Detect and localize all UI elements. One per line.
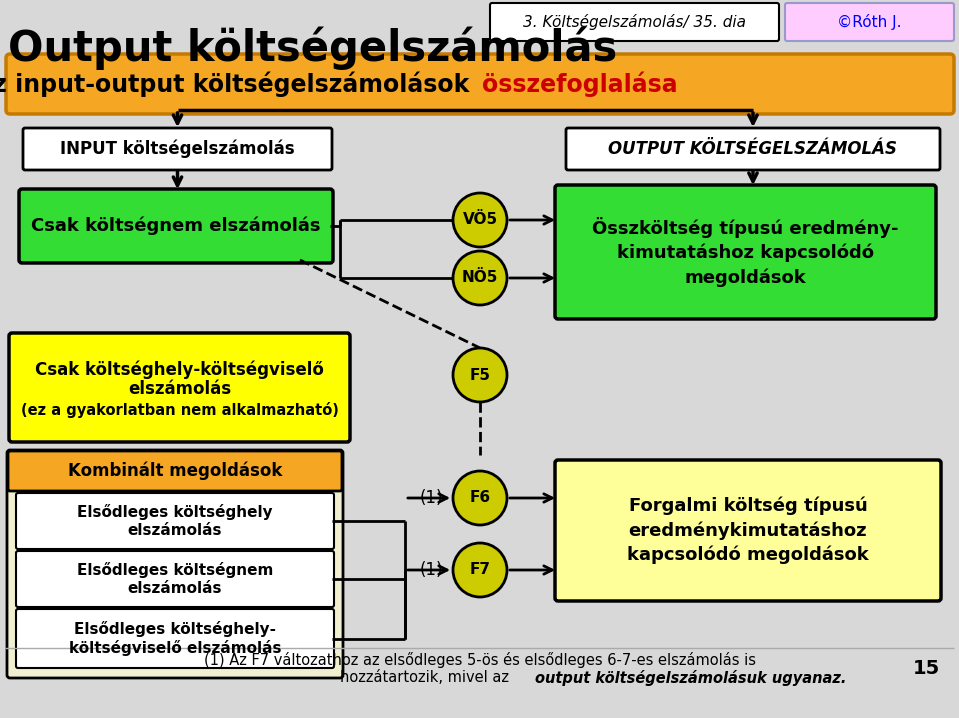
Text: F7: F7 <box>470 562 490 577</box>
FancyBboxPatch shape <box>7 450 343 678</box>
Text: Kombinált megoldások: Kombinált megoldások <box>68 462 282 480</box>
FancyBboxPatch shape <box>19 189 333 263</box>
Text: Csak költséghely-költségviselő: Csak költséghely-költségviselő <box>35 360 324 379</box>
Text: Csak költségnem elszámolás: Csak költségnem elszámolás <box>32 217 320 236</box>
Circle shape <box>453 543 507 597</box>
FancyBboxPatch shape <box>9 333 350 442</box>
Circle shape <box>453 348 507 402</box>
Text: OUTPUT KÖLTSÉGELSZÁMOLÁS: OUTPUT KÖLTSÉGELSZÁMOLÁS <box>609 140 898 158</box>
FancyBboxPatch shape <box>16 551 334 607</box>
FancyBboxPatch shape <box>490 3 779 41</box>
Text: VÖ5: VÖ5 <box>462 213 498 228</box>
FancyBboxPatch shape <box>8 451 342 491</box>
FancyBboxPatch shape <box>785 3 954 41</box>
FancyBboxPatch shape <box>555 185 936 319</box>
Text: Forgalmi költség típusú
eredménykimutatáshoz
kapcsolódó megoldások: Forgalmi költség típusú eredménykimutatá… <box>627 497 869 564</box>
Text: NÖ5: NÖ5 <box>462 271 498 286</box>
Text: Output költségelszámolás: Output költségelszámolás <box>8 27 618 70</box>
Text: Elsődleges költséghely-
költségviselő elszámolás: Elsődleges költséghely- költségviselő el… <box>69 621 281 656</box>
Text: (1) Az F7 változathoz az elsődleges 5-ös és elsődleges 6-7-es elszámolás is: (1) Az F7 változathoz az elsődleges 5-ös… <box>204 652 756 668</box>
FancyBboxPatch shape <box>555 460 941 601</box>
FancyBboxPatch shape <box>566 128 940 170</box>
Circle shape <box>453 471 507 525</box>
Text: hozzátartozik, mivel az: hozzátartozik, mivel az <box>340 671 514 686</box>
Text: Elsődleges költségnem
elszámolás: Elsődleges költségnem elszámolás <box>77 562 273 596</box>
Text: 3. Költségelszámolás/ 35. dia: 3. Költségelszámolás/ 35. dia <box>523 14 746 30</box>
Text: F6: F6 <box>470 490 491 505</box>
Text: összefoglalása: összefoglalása <box>482 71 678 97</box>
Text: (1): (1) <box>419 561 443 579</box>
Text: 15: 15 <box>913 658 940 678</box>
Text: Összköltség típusú eredmény-
kimutatáshoz kapcsolódó
megoldások: Összköltség típusú eredmény- kimutatásho… <box>593 218 899 286</box>
FancyBboxPatch shape <box>16 609 334 668</box>
Text: elszámolás: elszámolás <box>128 381 231 398</box>
FancyBboxPatch shape <box>23 128 332 170</box>
Text: (ez a gyakorlatban nem alkalmazható): (ez a gyakorlatban nem alkalmazható) <box>20 401 339 417</box>
Text: (1): (1) <box>419 489 443 507</box>
Circle shape <box>453 193 507 247</box>
FancyBboxPatch shape <box>16 493 334 549</box>
Text: output költségelszámolásuk ugyanaz.: output költségelszámolásuk ugyanaz. <box>535 670 847 686</box>
Circle shape <box>453 251 507 305</box>
Text: INPUT költségelszámolás: INPUT költségelszámolás <box>60 140 294 158</box>
FancyBboxPatch shape <box>6 54 954 114</box>
Text: Elsődleges költséghely
elszámolás: Elsődleges költséghely elszámolás <box>77 504 272 538</box>
Text: ©Róth J.: ©Róth J. <box>837 14 901 30</box>
Text: F5: F5 <box>470 368 490 383</box>
Text: Az input-output költségelszámolások: Az input-output költségelszámolások <box>0 71 478 97</box>
